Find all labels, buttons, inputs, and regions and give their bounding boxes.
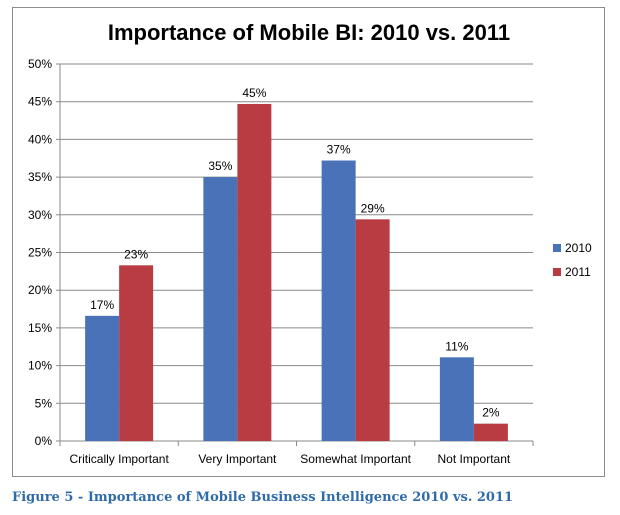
x-axis-tick-labels: Critically Important Very Important Somewh… [69,452,510,466]
x-tick-label: Very Important [198,452,277,466]
legend-label: 2011 [565,265,591,279]
bar-2010-0 [85,315,120,441]
legend-label: 2010 [565,241,592,255]
bar-2010-2 [321,160,356,441]
bars [85,103,508,441]
data-label: 17% [90,298,114,312]
data-label: 37% [327,143,351,157]
y-tick-label: 30% [28,208,52,222]
y-tick-label: 50% [28,57,52,71]
x-tick-label: Somewhat Important [300,452,411,466]
x-tick-label: Not Important [438,452,511,466]
data-labels: 17% 23% 35% 45% 37% 29% 11% 2% [90,86,500,420]
data-label: 29% [361,201,385,215]
bar-2011-3 [473,423,508,441]
bar-2010-1 [203,177,238,441]
y-tick-label: 20% [28,283,52,297]
legend-swatch [553,268,561,276]
y-tick-label: 25% [28,246,52,260]
data-label: 35% [208,159,232,173]
y-axis-tick-labels: 0% 5% 10% 15% 20% 25% 30% 35% 40% 45% 50% [28,57,52,448]
data-label: 2% [482,406,500,420]
bar-2011-0 [119,265,154,441]
data-label: 23% [124,247,148,261]
x-tick-label: Critically Important [69,452,169,466]
data-label: 11% [445,339,468,353]
y-tick-label: 45% [28,95,52,109]
bar-2011-1 [237,103,272,441]
bar-2010-3 [439,357,474,441]
bar-2011-2 [355,219,390,441]
figure-caption: Figure 5 - Importance of Mobile Business… [12,490,514,505]
chart-title: Importance of Mobile BI: 2010 vs. 2011 [108,20,510,45]
y-tick-label: 15% [28,321,52,335]
chart-frame: Importance of Mobile BI: 2010 vs. 2011 0… [12,7,605,477]
y-tick-label: 10% [28,359,52,373]
y-tick-label: 35% [28,170,52,184]
y-tick-label: 5% [35,396,53,410]
y-tick-label: 40% [28,132,52,146]
y-tick-label: 0% [35,434,53,448]
legend-swatch [553,244,561,252]
data-label: 45% [242,86,266,100]
bar-chart: Importance of Mobile BI: 2010 vs. 2011 0… [28,20,592,466]
legend: 2010 2011 [553,241,592,279]
